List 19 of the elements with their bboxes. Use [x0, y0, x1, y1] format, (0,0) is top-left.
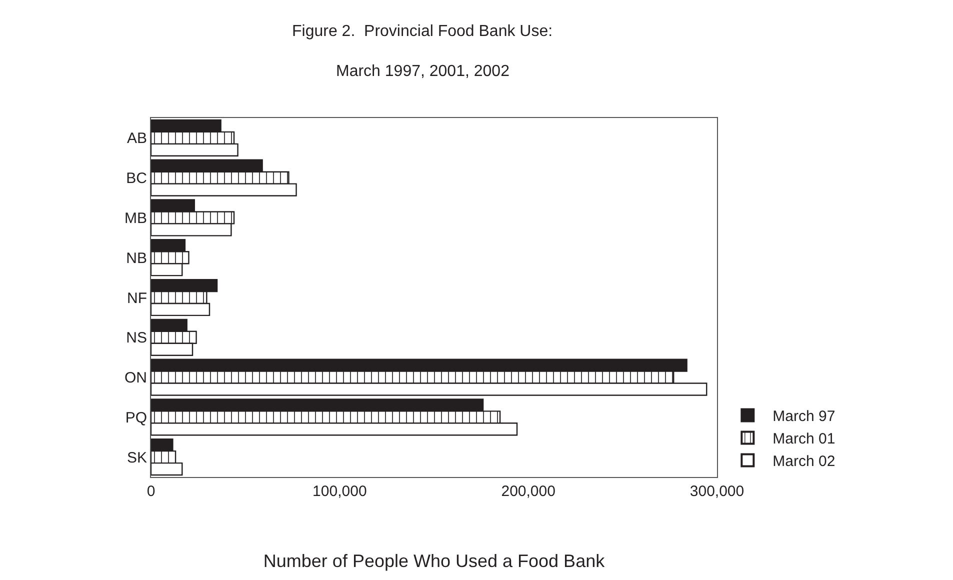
x-tick-label: 100,000 [312, 483, 367, 500]
chart-subtitle: March 1997, 2001, 2002 [336, 63, 510, 80]
y-tick-label: NS [126, 330, 147, 347]
x-axis-title: Number of People Who Used a Food Bank [263, 551, 606, 572]
y-tick-label: BC [126, 170, 148, 188]
legend-label: March 97 [772, 408, 836, 426]
y-tick-label: PQ [125, 409, 147, 426]
y-tick-label: NB [126, 250, 147, 267]
legend-label: March 02 [772, 453, 836, 470]
y-tick-label: ON [124, 370, 147, 387]
text: March 01 [772, 430, 836, 448]
y-tick-label: AB [126, 130, 147, 148]
x-tick-label: 0 [146, 483, 156, 500]
y-tick-label: NF [127, 290, 147, 307]
y-tick-label: SK [126, 449, 147, 466]
x-tick-label: 200,000 [501, 483, 556, 500]
y-tick-label: MB [124, 210, 147, 227]
chart-title: Figure 2. Provincial Food Bank Use: [292, 23, 553, 40]
x-tick-label: 300,000 [690, 483, 744, 500]
